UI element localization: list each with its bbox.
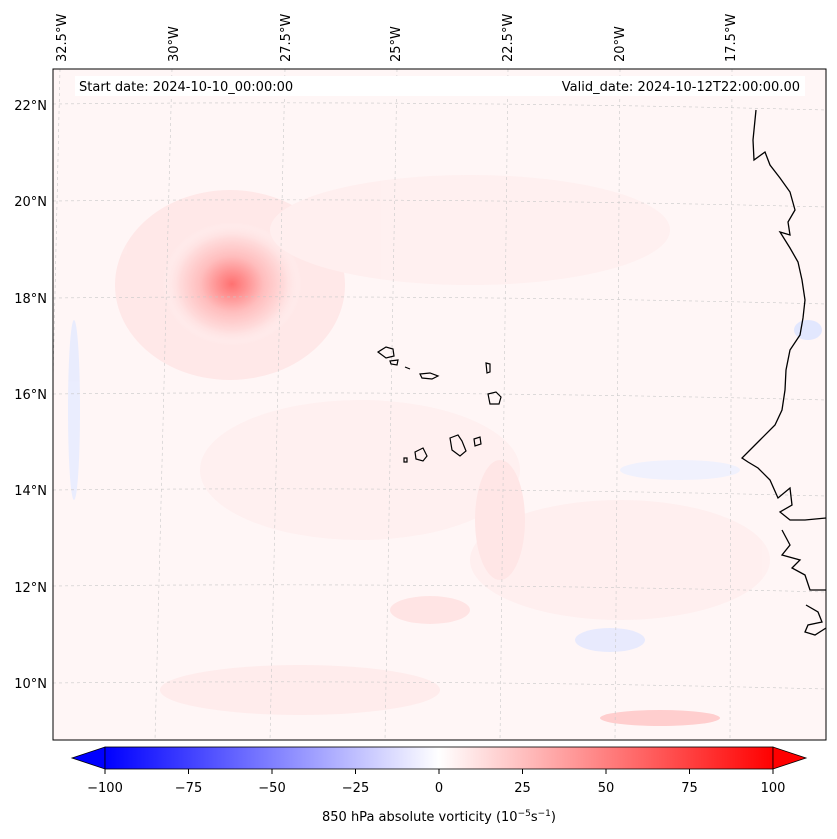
colorbar-tick-label: −75	[175, 781, 202, 796]
colorbar-label: 850 hPa absolute vorticity (10−5s−1)	[322, 809, 556, 825]
lon-label: 27.5°W	[279, 14, 294, 62]
cape-verde-islands	[376, 346, 502, 463]
africa-coastline	[740, 109, 826, 636]
colorbar-max-extend	[772, 746, 808, 770]
lon-label: 20°W	[613, 26, 628, 62]
lat-label: 14°N	[14, 484, 47, 499]
colorbar-tick-label: 25	[514, 781, 531, 796]
colorbar-tick-label: 50	[598, 781, 615, 796]
lon-label: 30°W	[167, 26, 182, 62]
colorbar-tick-label: 100	[761, 781, 786, 796]
date-banner	[75, 76, 805, 96]
lon-label: 22.5°W	[501, 14, 516, 62]
lat-label: 20°N	[14, 195, 47, 210]
latitude-labels: 22°N 20°N 18°N 16°N 14°N 12°N 10°N	[14, 99, 47, 692]
lat-label: 18°N	[14, 292, 47, 307]
colorbar-tick-label: −25	[342, 781, 369, 796]
colorbar: −100 −75 −50 −25 0 25 50 75 100 850 hPa absolute…	[70, 746, 808, 825]
colorbar-ticks: −100 −75 −50 −25 0 25 50 75 100	[87, 769, 785, 796]
colorbar-min-extend	[70, 746, 106, 770]
colorbar-tick-label: 0	[435, 781, 443, 796]
map-panel	[53, 69, 826, 740]
lon-label: 32.5°W	[55, 14, 70, 62]
vorticity-field	[68, 175, 822, 726]
lon-label: 17.5°W	[724, 14, 739, 62]
lat-label: 10°N	[14, 677, 47, 692]
map-frame	[52, 68, 827, 741]
colorbar-tick-label: −100	[87, 781, 123, 796]
lat-label: 16°N	[14, 388, 47, 403]
lon-label: 25°W	[389, 26, 404, 62]
gridlines	[53, 69, 826, 740]
colorbar-tick-label: −50	[258, 781, 285, 796]
valid-date: Valid_date: 2024-10-12T22:00:00.00	[562, 80, 800, 95]
colorbar-bar	[104, 746, 774, 770]
lat-label: 22°N	[14, 99, 47, 114]
colorbar-tick-label: 75	[681, 781, 698, 796]
lat-label: 12°N	[14, 581, 47, 596]
start-date: Start date: 2024-10-10_00:00:00	[79, 80, 293, 95]
longitude-labels: 32.5°W 30°W 27.5°W 25°W 22.5°W 20°W 17.5…	[55, 14, 739, 62]
